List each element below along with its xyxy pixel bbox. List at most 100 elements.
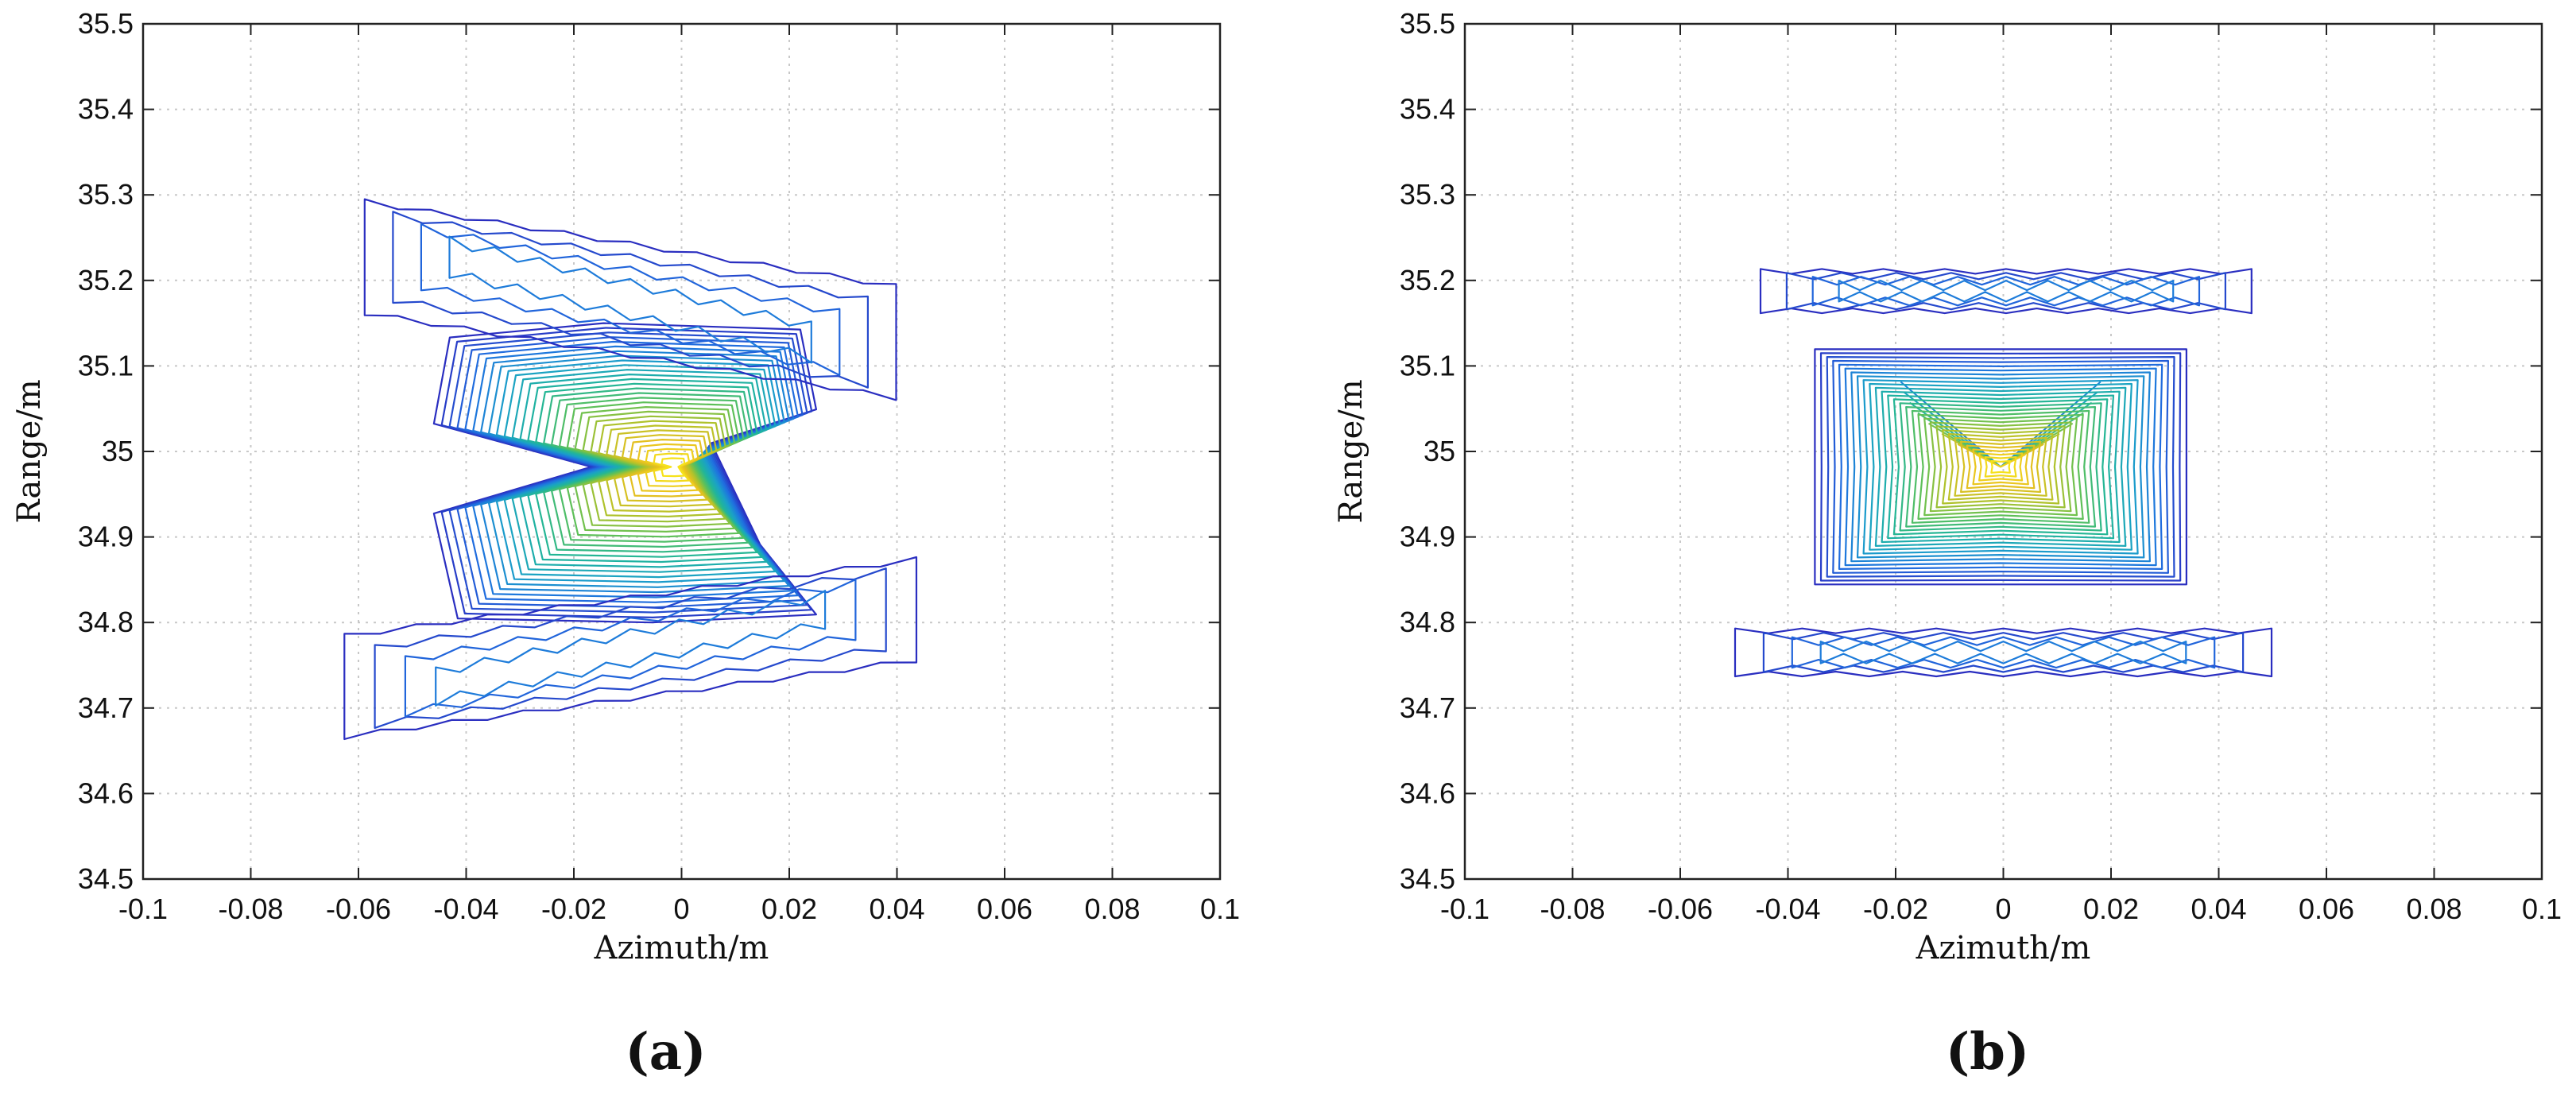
y-tick-label-b: 34.6 — [1400, 777, 1455, 809]
x-axis-title-a: Azimuth/m — [594, 930, 769, 966]
contour-line-b — [1838, 363, 2163, 571]
y-tick-label-a: 35.3 — [78, 178, 134, 211]
contour-line-b — [1942, 429, 2060, 505]
contour-line-b — [1923, 417, 2078, 517]
y-ticks-b: 34.5 34.6 34.7 34.8 34.9 35 35.1 35.2 35.3 35.4 35… — [1400, 7, 2542, 895]
contour-line-b — [1832, 359, 2169, 574]
y-tick-label-b: 35.2 — [1400, 264, 1455, 296]
contour-line-b — [1978, 452, 2024, 482]
y-tick-label-b: 35.5 — [1400, 7, 1455, 40]
contour-line-b — [1975, 454, 2001, 468]
contour-line-b — [1862, 379, 2139, 555]
x-tick-label-a: -0.08 — [218, 893, 283, 925]
contour-line-b — [1911, 409, 2090, 524]
y-tick-label-b: 35.3 — [1400, 178, 1455, 211]
y-tick-label-a: 34.5 — [78, 862, 134, 895]
panel-a-chart: -0.1 -0.08 -0.06 -0.04 -0.02 0 0.02 0.04 0.06 0.0… — [11, 7, 1240, 1082]
x-tick-label-b: 0.06 — [2299, 893, 2354, 925]
contour-line-b — [1881, 390, 2121, 544]
contour-line-b — [1954, 436, 2047, 497]
x-tick-label-a: -0.1 — [118, 893, 168, 925]
contours-b — [1733, 268, 2273, 678]
y-tick-label-a: 34.9 — [78, 521, 134, 553]
contour-line-a — [660, 457, 686, 478]
x-tick-label-a: -0.04 — [433, 893, 498, 925]
sidelobe-contour-a — [392, 211, 870, 389]
contours-a — [343, 198, 918, 741]
x-ticks-b: -0.1 -0.08 -0.06 -0.04 -0.02 0 0.02 0.04 0.06 0.0… — [1440, 24, 2562, 925]
panel-b-chart: -0.1 -0.08 -0.06 -0.04 -0.02 0 0.02 0.04 0.06 0.0… — [1333, 7, 2562, 1082]
contour-line-b — [1850, 371, 2151, 563]
x-tick-label-b: -0.04 — [1755, 893, 1820, 925]
contour-line-b — [1826, 356, 2175, 578]
y-tick-label-b: 34.9 — [1400, 521, 1455, 553]
contour-line-b — [1984, 455, 2017, 478]
x-tick-label-b: -0.06 — [1648, 893, 1713, 925]
x-tick-label-a: 0.02 — [761, 893, 817, 925]
x-tick-label-a: 0.08 — [1084, 893, 1140, 925]
x-tick-label-a: 0.1 — [1200, 893, 1240, 925]
contour-line-b — [1990, 459, 2011, 474]
sidelobe-contour-a — [374, 567, 887, 730]
contour-line-b — [1947, 432, 2054, 501]
x-tick-label-a: -0.02 — [541, 893, 606, 925]
y-tick-label-b: 35.4 — [1400, 93, 1455, 126]
contour-line-b — [1819, 352, 2182, 582]
y-tick-label-a: 35.5 — [78, 7, 134, 40]
sidelobe-contour-b — [1838, 280, 2175, 303]
y-tick-label-a: 34.8 — [78, 606, 134, 638]
x-tick-label-a: 0.04 — [869, 893, 924, 925]
contour-line-b — [1899, 402, 2102, 532]
sidelobe-contour-b — [1759, 268, 2253, 315]
sidelobe-contour-b — [1762, 632, 2245, 673]
sidelobe-contour-a — [420, 223, 841, 377]
y-axis-title-a: Range/m — [11, 379, 48, 523]
contour-line-b — [1905, 405, 2097, 528]
y-tick-label-a: 35.4 — [78, 93, 134, 126]
contour-line-b — [1814, 348, 2187, 586]
y-tick-label-b: 34.5 — [1400, 862, 1455, 895]
x-tick-label-b: 0.04 — [2191, 893, 2246, 925]
sidelobe-contour-a — [343, 556, 918, 741]
contour-line-b — [1960, 440, 2042, 494]
sidelobe-contour-b — [1819, 640, 2187, 664]
x-tick-label-a: 0.06 — [977, 893, 1032, 925]
y-tick-label-b: 35 — [1424, 435, 1455, 467]
contour-line-b — [1966, 444, 2036, 490]
x-tick-label-b: -0.08 — [1540, 893, 1605, 925]
x-tick-label-b: 0.02 — [2083, 893, 2139, 925]
contour-line-b — [2000, 454, 2026, 468]
y-tick-label-a: 35.1 — [78, 349, 134, 382]
y-tick-label-a: 35.2 — [78, 264, 134, 296]
sidelobe-contour-a — [404, 578, 857, 718]
contour-line-b — [1869, 382, 2132, 551]
y-tick-label-a: 35 — [102, 435, 134, 467]
contour-line-b — [1856, 375, 2145, 559]
contour-line-b — [1892, 398, 2109, 536]
y-tick-label-b: 34.8 — [1400, 606, 1455, 638]
x-tick-label-a: -0.06 — [326, 893, 391, 925]
x-tick-label-b: -0.02 — [1863, 893, 1928, 925]
contour-line-b — [1929, 421, 2072, 513]
sidelobe-contour-a — [435, 590, 827, 707]
contour-line-b — [1844, 367, 2157, 567]
contour-line-b — [1917, 413, 2084, 521]
x-tick-label-b: 0.1 — [2522, 893, 2562, 925]
x-ticks-a: -0.1 -0.08 -0.06 -0.04 -0.02 0 0.02 0.04 0.06 0.0… — [118, 24, 1240, 925]
y-ticks-a: 34.5 34.6 34.7 34.8 34.9 35 35.1 35.2 35.3 35.4 35… — [78, 7, 1220, 895]
y-tick-label-a: 34.6 — [78, 777, 134, 809]
panel-label-a: (a) — [625, 1022, 706, 1082]
contour-line-b — [1887, 394, 2115, 540]
x-tick-label-b: -0.1 — [1440, 893, 1489, 925]
x-axis-title-b: Azimuth/m — [1916, 930, 2091, 966]
y-axis-title-b: Range/m — [1333, 379, 1369, 523]
sidelobe-contour-a — [363, 198, 897, 401]
y-tick-label-b: 34.7 — [1400, 691, 1455, 724]
x-tick-label-b: 0.08 — [2406, 893, 2462, 925]
sidelobe-contour-b — [1733, 627, 2273, 678]
contour-line-b — [1935, 425, 2066, 509]
sidelobe-contour-b — [1785, 272, 2226, 311]
x-tick-label-b: 0 — [1995, 893, 2011, 925]
sidelobe-contour-a — [448, 235, 812, 364]
